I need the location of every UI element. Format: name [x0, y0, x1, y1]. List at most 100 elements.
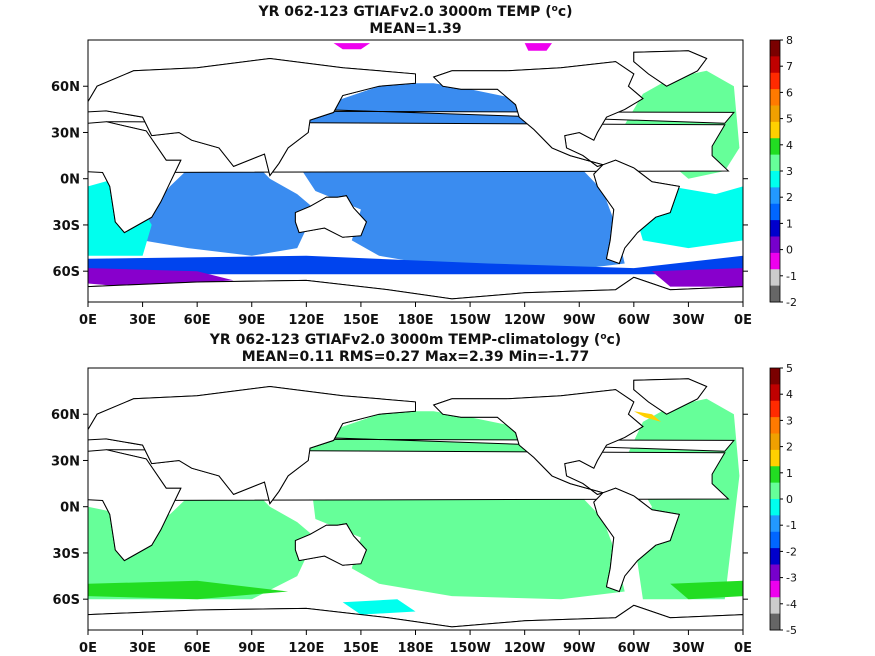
- colorbar-label: 1: [786, 217, 793, 230]
- colorbar-label: 2: [786, 441, 793, 454]
- colorbar-swatch: [770, 72, 780, 90]
- x-tick-label: 0E: [79, 641, 97, 656]
- y-tick-label: 30S: [53, 547, 80, 562]
- land-australia: [294, 523, 367, 566]
- colorbar-swatch: [770, 40, 780, 57]
- colorbar-swatch: [770, 400, 780, 418]
- field-region-southern-blue: [88, 255, 743, 275]
- x-tick-label: 120E: [288, 641, 324, 656]
- colorbar-label: 0: [786, 493, 793, 506]
- chart-title-unit-tail: c): [607, 332, 622, 348]
- colorbar-swatch: [770, 187, 780, 205]
- colorbar-swatch: [770, 368, 780, 385]
- chart-title-unit-tail: c): [558, 4, 573, 20]
- colorbar-label: -5: [786, 624, 797, 637]
- colorbar-swatch: [770, 417, 780, 434]
- x-tick-label: 0E: [734, 641, 752, 656]
- colorbar-swatch: [770, 466, 780, 484]
- colorbar-swatch: [770, 138, 780, 156]
- land-antarctica: [88, 276, 743, 302]
- colorbar-swatch: [770, 252, 780, 270]
- field-region-southern-cyan: [342, 599, 416, 615]
- colorbar-swatch: [770, 482, 780, 500]
- colorbar-label: 3: [786, 165, 793, 178]
- land-eurasia: [88, 57, 416, 177]
- x-tick-label: 150W: [449, 313, 490, 328]
- colorbar-swatch: [770, 56, 780, 74]
- colorbar-swatch: [770, 203, 780, 221]
- colorbar-swatch: [770, 121, 780, 139]
- chart-title-main: YR 062-123 GTIAFv2.0 3000m TEMP (: [257, 4, 551, 20]
- y-tick-label: 30S: [53, 219, 80, 234]
- land-south-america: [593, 159, 680, 265]
- x-tick-label: 150W: [449, 641, 490, 656]
- chart-title-unit-sup: o: [600, 332, 606, 342]
- colorbar: 5 4 3 2 1 0 -1 -2 -3 -4 -5: [769, 362, 797, 637]
- y-tick-label: 60N: [51, 408, 80, 423]
- x-tick-label: 120W: [504, 641, 545, 656]
- chart-title: YR 062-123 GTIAFv2.0 3000m TEMP (oc): [257, 4, 572, 20]
- colorbar-swatch: [770, 564, 780, 582]
- land-africa: [88, 121, 182, 234]
- colorbar-label: 0: [786, 244, 793, 257]
- colorbar: 8 7 6 5 4 3 2 1 0 -1 -2: [769, 34, 797, 309]
- x-tick-label: 60W: [618, 313, 650, 328]
- colorbar-swatch: [770, 548, 780, 565]
- colorbar-swatch: [770, 499, 780, 516]
- chart-title: YR 062-123 GTIAFv2.0 3000m TEMP-climatol…: [209, 332, 621, 348]
- colorbar-label: 1: [786, 467, 793, 480]
- colorbar-label: 5: [786, 362, 793, 375]
- colorbar-swatch: [770, 580, 780, 598]
- colorbar-label: 7: [786, 60, 793, 73]
- x-tick-label: 30E: [129, 313, 156, 328]
- colorbar-swatch: [770, 220, 780, 237]
- field-region-southern-green-2: [670, 580, 743, 600]
- x-tick-label: 180E: [397, 313, 433, 328]
- y-tick-label: 60S: [53, 593, 80, 608]
- land-australia: [294, 195, 367, 238]
- y-tick-label: 0N: [60, 173, 80, 188]
- x-tick-label: 150E: [343, 641, 379, 656]
- colorbar-swatch: [770, 515, 780, 533]
- x-tick-label: 30W: [672, 641, 704, 656]
- x-tick-label: 90W: [563, 313, 595, 328]
- x-tick-label: 120E: [288, 313, 324, 328]
- land-eurasia: [88, 385, 416, 505]
- colorbar-swatch: [770, 531, 780, 549]
- chart-subtitle: MEAN=1.39: [369, 21, 461, 37]
- x-tick-label: 60E: [184, 641, 211, 656]
- colorbar-label: -2: [786, 296, 797, 309]
- colorbar-swatch: [770, 384, 780, 402]
- colorbar-label: -2: [786, 545, 797, 558]
- field-region-labrador-yellow: [633, 411, 662, 422]
- x-tick-label: 60W: [618, 641, 650, 656]
- x-tick-label: 90E: [238, 313, 265, 328]
- y-tick-label: 0N: [60, 501, 80, 516]
- field-region-southern-green: [88, 580, 289, 600]
- land-greenland: [633, 50, 708, 87]
- colorbar-swatch: [770, 89, 780, 106]
- coastline-layer: [88, 378, 743, 630]
- colorbar-swatch: [770, 613, 780, 631]
- chart-title-unit-sup: o: [552, 4, 558, 14]
- y-tick-label: 30N: [51, 454, 80, 469]
- map-panel-bottom: YR 062-123 GTIAFv2.0 3000m TEMP-climatol…: [51, 332, 797, 656]
- colorbar-swatch: [770, 449, 780, 467]
- x-tick-label: 0E: [734, 313, 752, 328]
- colorbar-label: -1: [786, 270, 797, 283]
- colorbar-swatch: [770, 171, 780, 188]
- colorbar-label: -3: [786, 572, 797, 585]
- x-tick-label: 180E: [397, 641, 433, 656]
- x-tick-label: 90W: [563, 641, 595, 656]
- colorbar-label: 4: [786, 139, 793, 152]
- coastline-layer: [88, 50, 743, 302]
- chart-title-main: YR 062-123 GTIAFv2.0 3000m TEMP-climatol…: [209, 332, 601, 348]
- colorbar-label: -1: [786, 519, 797, 532]
- y-tick-label: 60N: [51, 80, 80, 95]
- colorbar-label: 8: [786, 34, 793, 47]
- colorbar-label: 6: [786, 86, 793, 99]
- colorbar-label: 4: [786, 388, 793, 401]
- x-tick-label: 30E: [129, 641, 156, 656]
- field-region-indian: [142, 160, 316, 256]
